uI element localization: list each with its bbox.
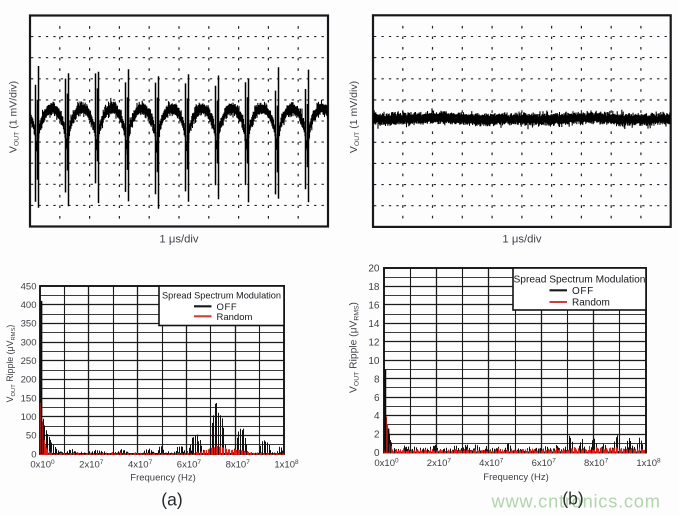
svg-text:0: 0 (31, 449, 36, 460)
svg-text:Spread Spectrum Modulation: Spread Spectrum Modulation (514, 274, 646, 285)
svg-text:8x107: 8x107 (584, 458, 609, 470)
svg-text:www.cntronics.com: www.cntronics.com (491, 491, 661, 512)
svg-text:0x100: 0x100 (374, 458, 399, 470)
svg-text:Frequency (Hz): Frequency (Hz) (130, 473, 195, 484)
svg-text:0: 0 (374, 448, 380, 459)
svg-text:VOUT Ripple (μVRMS): VOUT Ripple (μVRMS) (5, 325, 17, 403)
svg-text:2x107: 2x107 (79, 459, 104, 471)
svg-text:0x100: 0x100 (30, 459, 55, 471)
svg-text:1 μs/div: 1 μs/div (159, 234, 199, 246)
svg-text:2: 2 (374, 430, 380, 441)
svg-text:OFF: OFF (217, 302, 238, 313)
svg-text:(a): (a) (161, 490, 182, 510)
svg-text:200: 200 (21, 375, 37, 386)
svg-text:350: 350 (21, 319, 37, 330)
svg-text:4x107: 4x107 (128, 459, 153, 471)
svg-text:20: 20 (368, 264, 380, 275)
svg-text:VOUT Ripple (μVRMS): VOUT Ripple (μVRMS) (349, 302, 361, 393)
svg-text:1x108: 1x108 (636, 458, 661, 470)
svg-text:6x107: 6x107 (177, 459, 202, 471)
svg-text:250: 250 (21, 356, 37, 367)
svg-text:450: 450 (21, 281, 37, 292)
svg-text:14: 14 (368, 319, 380, 330)
svg-text:8x107: 8x107 (226, 459, 251, 471)
svg-text:Random: Random (572, 298, 610, 309)
svg-text:Spread Spectrum Modulation: Spread Spectrum Modulation (162, 290, 281, 300)
svg-text:1x108: 1x108 (274, 459, 299, 471)
svg-text:50: 50 (26, 431, 37, 442)
svg-text:OFF: OFF (572, 286, 594, 297)
svg-text:6x107: 6x107 (532, 458, 557, 470)
svg-text:400: 400 (21, 300, 37, 311)
svg-text:(b): (b) (562, 489, 583, 509)
svg-text:12: 12 (368, 337, 380, 348)
svg-text:10: 10 (368, 356, 380, 367)
svg-text:4: 4 (374, 411, 380, 422)
svg-text:2x107: 2x107 (427, 458, 452, 470)
svg-text:4x107: 4x107 (479, 458, 504, 470)
svg-text:300: 300 (21, 337, 37, 348)
svg-text:16: 16 (368, 301, 380, 312)
svg-text:VOUT (1 mV/div): VOUT (1 mV/div) (8, 81, 21, 153)
svg-text:100: 100 (21, 412, 37, 423)
svg-text:VOUT (1 mV/div): VOUT (1 mV/div) (348, 81, 361, 153)
svg-text:8: 8 (374, 374, 380, 385)
svg-text:6: 6 (374, 393, 380, 404)
svg-text:150: 150 (21, 393, 37, 404)
svg-text:1 μs/div: 1 μs/div (502, 234, 542, 246)
svg-text:Frequency (Hz): Frequency (Hz) (483, 472, 548, 483)
svg-text:18: 18 (368, 282, 380, 293)
svg-text:Random: Random (217, 312, 253, 323)
